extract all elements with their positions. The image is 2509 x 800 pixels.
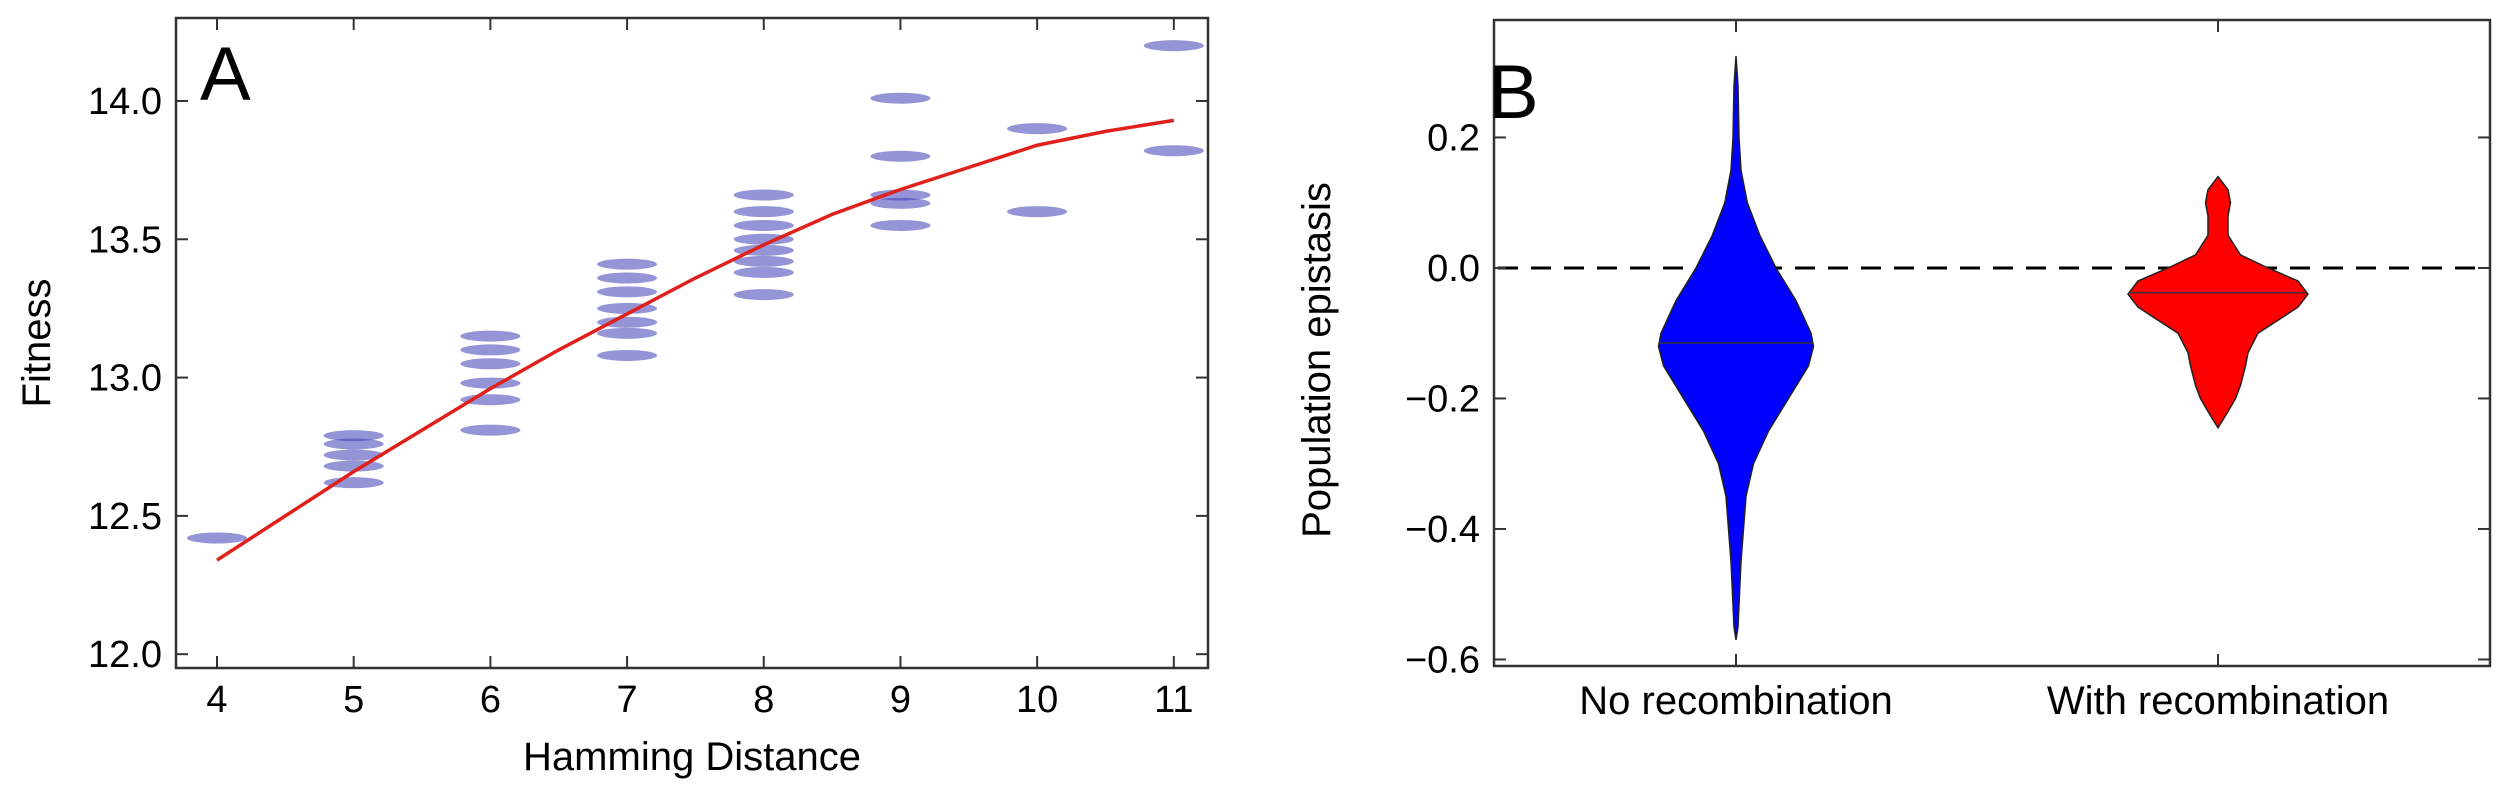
panel-a-y-ticks: 12.0 12.5 13.0 13.5 14.0 <box>88 81 1208 676</box>
panel-a-x-axis-label: Hamming Distance <box>523 735 861 779</box>
scatter-point <box>323 438 384 450</box>
x-tick-label: 11 <box>1154 679 1193 721</box>
y-tick-label: 12.5 <box>88 496 162 538</box>
scatter-point <box>323 449 384 461</box>
panel-a: 4 5 6 7 8 9 10 11 12.0 12.5 13.0 13.5 14.0 A Hammin… <box>15 16 1210 779</box>
scatter-point <box>733 189 794 201</box>
scatter-point <box>870 197 931 209</box>
y-tick-label: 13.5 <box>88 219 162 261</box>
y-tick-label: 14.0 <box>88 81 162 123</box>
scatter-point <box>597 349 658 361</box>
x-tick-label: 10 <box>1016 679 1058 721</box>
scatter-point <box>460 358 521 370</box>
scatter-point <box>1007 206 1068 218</box>
scatter-point <box>1143 40 1204 52</box>
scatter-point <box>597 258 658 270</box>
scatter-point <box>870 189 931 201</box>
scatter-point <box>460 344 521 356</box>
scatter-point <box>870 92 931 104</box>
x-tick-label: 5 <box>343 679 364 721</box>
panel-b-violins <box>1657 55 2309 641</box>
y-tick-label: 0.2 <box>1427 117 1480 159</box>
scatter-point <box>733 255 794 267</box>
scatter-point <box>187 532 248 544</box>
x-tick-label: 8 <box>753 679 774 721</box>
scatter-point <box>733 206 794 218</box>
scatter-point <box>460 424 521 436</box>
y-tick-label: 12.0 <box>88 634 162 676</box>
x-tick-label: 9 <box>890 679 911 721</box>
category-label: No recombination <box>1579 679 1893 723</box>
panel-b-x-ticks: No recombination With recombination <box>1579 20 2389 723</box>
violin-with-recombination <box>2127 175 2309 430</box>
panel-a-y-axis-label: Fitness <box>15 279 59 408</box>
panel-b-letter: B <box>1488 50 1539 135</box>
y-tick-label: 13.0 <box>88 358 162 400</box>
y-tick-label: −0.6 <box>1405 639 1480 681</box>
violin-no-recombination <box>1657 55 1815 641</box>
panel-a-scatter-points <box>187 40 1204 544</box>
scatter-point <box>733 266 794 278</box>
panel-b-frame <box>1492 18 2492 668</box>
fit-curve <box>216 118 1175 562</box>
y-tick-label: −0.2 <box>1405 378 1480 420</box>
scatter-point <box>597 286 658 298</box>
scatter-point <box>597 327 658 339</box>
category-label: With recombination <box>2047 679 2389 723</box>
panel-b: No recombination With recombination 0.20.… <box>1295 18 2492 723</box>
panel-a-letter: A <box>200 32 251 117</box>
panel-a-frame <box>174 16 1210 670</box>
scatter-point <box>460 330 521 342</box>
scatter-point <box>1007 123 1068 135</box>
scatter-point <box>733 219 794 231</box>
scatter-point <box>1143 145 1204 157</box>
scatter-point <box>870 219 931 231</box>
scatter-point <box>323 430 384 442</box>
x-tick-label: 6 <box>480 679 501 721</box>
y-tick-label: 0.0 <box>1427 248 1480 290</box>
panel-b-y-axis-label: Population epistasis <box>1295 182 1339 538</box>
scatter-point <box>870 150 931 162</box>
scatter-point <box>597 316 658 328</box>
y-tick-label: −0.4 <box>1405 509 1480 551</box>
panel-b-y-ticks: 0.2 0.0 −0.2 −0.4 −0.6 <box>1405 117 2490 681</box>
panel-a-x-ticks: 4 5 6 7 8 9 10 11 <box>206 18 1194 721</box>
x-tick-label: 7 <box>617 679 638 721</box>
scatter-point <box>733 289 794 301</box>
x-tick-label: 4 <box>206 679 227 721</box>
scatter-point <box>597 272 658 284</box>
